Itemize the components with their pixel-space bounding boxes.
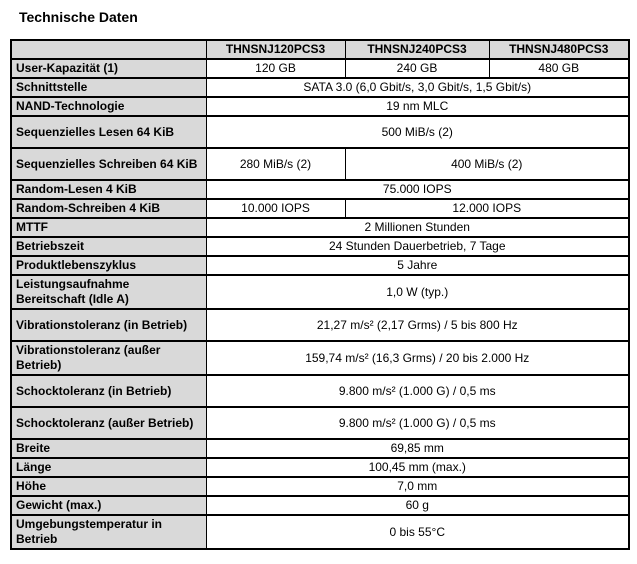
table-row: NAND-Technologie 19 nm MLC: [10, 96, 630, 117]
spec-label-nand-technologie: NAND-Technologie: [10, 96, 207, 117]
table-row: Vibrationstoleranz (in Betrieb) 21,27 m/…: [10, 308, 630, 342]
table-row: Leistungsaufnahme Bereitschaft (Idle A) …: [10, 274, 630, 310]
spec-label-random-schreiben: Random-Schreiben 4 KiB: [10, 198, 207, 219]
spec-value: 19 nm MLC: [205, 96, 630, 117]
table-row: Sequenzielles Schreiben 64 KiB 280 MiB/s…: [10, 147, 630, 181]
spec-value: 9.800 m/s² (1.000 G) / 0,5 ms: [205, 406, 630, 440]
spec-value: 1,0 W (typ.): [205, 274, 630, 310]
spec-label-gewicht: Gewicht (max.): [10, 495, 207, 516]
spec-label-schock-ausser-betrieb: Schocktoleranz (außer Betrieb): [10, 406, 207, 440]
table-row: Betriebszeit 24 Stunden Dauerbetrieb, 7 …: [10, 236, 630, 257]
spec-value: 480 GB: [488, 58, 630, 79]
table-row: Breite 69,85 mm: [10, 438, 630, 459]
spec-value: 280 MiB/s (2): [205, 147, 346, 181]
spec-value: 75.000 IOPS: [205, 179, 630, 200]
column-header-empty: [10, 39, 207, 60]
spec-label-hoehe: Höhe: [10, 476, 207, 497]
table-row: Schocktoleranz (in Betrieb) 9.800 m/s² (…: [10, 374, 630, 408]
spec-label-schnittstelle: Schnittstelle: [10, 77, 207, 98]
spec-value: 100,45 mm (max.): [205, 457, 630, 478]
spec-label-seq-schreiben: Sequenzielles Schreiben 64 KiB: [10, 147, 207, 181]
spec-label-laenge: Länge: [10, 457, 207, 478]
spec-label-user-kapazitaet: User-Kapazität (1): [10, 58, 207, 79]
spec-value: 69,85 mm: [205, 438, 630, 459]
spec-value: 2 Millionen Stunden: [205, 217, 630, 238]
column-header-model-120: THNSNJ120PCS3: [205, 39, 346, 60]
spec-label-vibration-in-betrieb: Vibrationstoleranz (in Betrieb): [10, 308, 207, 342]
table-row: Gewicht (max.) 60 g: [10, 495, 630, 516]
spec-value: 240 GB: [344, 58, 490, 79]
table-row: Random-Schreiben 4 KiB 10.000 IOPS 12.00…: [10, 198, 630, 219]
spec-label-umgebungstemperatur: Umgebungstemperatur in Betrieb: [10, 514, 207, 550]
table-row: MTTF 2 Millionen Stunden: [10, 217, 630, 238]
table-row: Umgebungstemperatur in Betrieb 0 bis 55°…: [10, 514, 630, 550]
spec-value: 9.800 m/s² (1.000 G) / 0,5 ms: [205, 374, 630, 408]
spec-value: 60 g: [205, 495, 630, 516]
page-title: Technische Daten: [19, 9, 138, 25]
table-row: Vibrationstoleranz (außer Betrieb) 159,7…: [10, 340, 630, 376]
spec-value: 10.000 IOPS: [205, 198, 346, 219]
spec-label-produktlebenszyklus: Produktlebenszyklus: [10, 255, 207, 276]
spec-label-mttf: MTTF: [10, 217, 207, 238]
spec-value: 500 MiB/s (2): [205, 115, 630, 149]
spec-value: 5 Jahre: [205, 255, 630, 276]
table-row: Sequenzielles Lesen 64 KiB 500 MiB/s (2): [10, 115, 630, 149]
spec-value: 159,74 m/s² (16,3 Grms) / 20 bis 2.000 H…: [205, 340, 630, 376]
column-header-model-480: THNSNJ480PCS3: [488, 39, 630, 60]
spec-label-betriebszeit: Betriebszeit: [10, 236, 207, 257]
spec-label-random-lesen: Random-Lesen 4 KiB: [10, 179, 207, 200]
spec-label-leistungsaufnahme: Leistungsaufnahme Bereitschaft (Idle A): [10, 274, 207, 310]
table-row: Höhe 7,0 mm: [10, 476, 630, 497]
spec-label-breite: Breite: [10, 438, 207, 459]
table-header-row: THNSNJ120PCS3 THNSNJ240PCS3 THNSNJ480PCS…: [10, 39, 630, 60]
table-row: Schnittstelle SATA 3.0 (6,0 Gbit/s, 3,0 …: [10, 77, 630, 98]
spec-value: SATA 3.0 (6,0 Gbit/s, 3,0 Gbit/s, 1,5 Gb…: [205, 77, 630, 98]
spec-label-schock-in-betrieb: Schocktoleranz (in Betrieb): [10, 374, 207, 408]
technical-data-table: THNSNJ120PCS3 THNSNJ240PCS3 THNSNJ480PCS…: [10, 39, 630, 550]
spec-value: 12.000 IOPS: [344, 198, 630, 219]
spec-value: 0 bis 55°C: [205, 514, 630, 550]
spec-value: 24 Stunden Dauerbetrieb, 7 Tage: [205, 236, 630, 257]
spec-label-seq-lesen: Sequenzielles Lesen 64 KiB: [10, 115, 207, 149]
table-row: User-Kapazität (1) 120 GB 240 GB 480 GB: [10, 58, 630, 79]
table-row: Länge 100,45 mm (max.): [10, 457, 630, 478]
spec-label-vibration-ausser-betrieb: Vibrationstoleranz (außer Betrieb): [10, 340, 207, 376]
column-header-model-240: THNSNJ240PCS3: [344, 39, 490, 60]
spec-value: 21,27 m/s² (2,17 Grms) / 5 bis 800 Hz: [205, 308, 630, 342]
table-row: Random-Lesen 4 KiB 75.000 IOPS: [10, 179, 630, 200]
spec-value: 400 MiB/s (2): [344, 147, 630, 181]
table-row: Produktlebenszyklus 5 Jahre: [10, 255, 630, 276]
table-row: Schocktoleranz (außer Betrieb) 9.800 m/s…: [10, 406, 630, 440]
spec-value: 120 GB: [205, 58, 346, 79]
spec-value: 7,0 mm: [205, 476, 630, 497]
